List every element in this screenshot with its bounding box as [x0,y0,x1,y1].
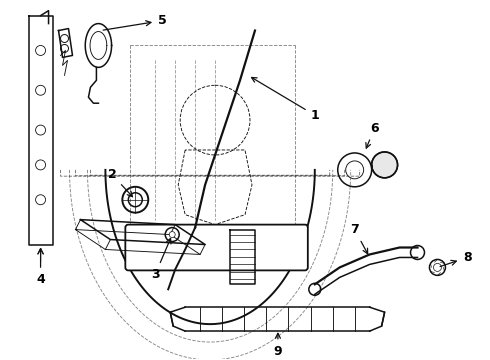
Text: 5: 5 [103,14,167,30]
Text: 4: 4 [36,249,45,286]
Circle shape [169,231,175,238]
Text: 9: 9 [273,333,282,357]
Text: 8: 8 [440,251,472,266]
Text: 7: 7 [350,223,368,254]
Circle shape [371,152,397,178]
FancyBboxPatch shape [125,225,308,270]
Text: 3: 3 [151,238,171,281]
Text: 1: 1 [251,77,319,122]
Text: 6: 6 [366,122,379,148]
Text: 2: 2 [108,168,132,197]
